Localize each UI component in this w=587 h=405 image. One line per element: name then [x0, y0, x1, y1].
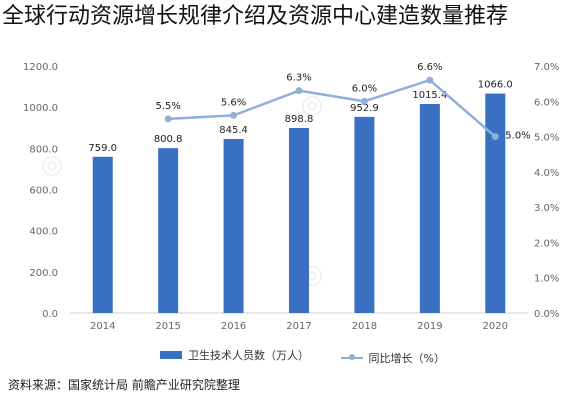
bar-data-label: 759.0	[88, 143, 117, 154]
growth-point	[230, 111, 238, 119]
source-note: 资料来源：国家统计局 前瞻产业研究院整理	[8, 378, 240, 392]
growth-point	[491, 133, 499, 141]
bar-data-label: 1015.4	[412, 90, 447, 101]
legend-line-swatch	[340, 354, 363, 360]
bar	[289, 127, 309, 313]
y-right-tick-label: 0.0%	[534, 309, 559, 320]
bar-data-label: 845.4	[219, 125, 248, 136]
growth-point	[426, 76, 434, 84]
y-right-tick-label: 1.0%	[534, 274, 559, 285]
bar	[158, 148, 179, 313]
growth-data-label: 6.3%	[286, 73, 311, 84]
page-title: 全球行动资源增长规律介绍及资源中心建造数量推荐	[2, 4, 509, 29]
y-left-tick-label: 200.0	[29, 268, 58, 279]
growth-point	[295, 87, 303, 95]
y-left-tick-label: 600.0	[29, 186, 58, 197]
growth-point	[360, 97, 368, 105]
legend-bar-label: 卫生技术人员数（万人）	[188, 349, 309, 362]
y-right-tick-label: 6.0%	[534, 97, 559, 108]
x-tick-label: 2014	[90, 321, 115, 332]
x-tick-label: 2017	[286, 321, 311, 332]
legend-item-bar: 卫生技术人员数（万人）	[160, 347, 309, 363]
bar	[354, 116, 375, 313]
y-right-tick-label: 2.0%	[534, 238, 559, 249]
x-tick-label: 2016	[221, 321, 246, 332]
y-right-tick-label: 5.0%	[534, 133, 559, 144]
legend-line-label: 同比增长（%）	[368, 352, 445, 365]
legend-bar-swatch	[160, 351, 182, 359]
y-right-tick-label: 7.0%	[534, 62, 559, 73]
bar	[485, 93, 506, 313]
y-right-tick-label: 4.0%	[534, 168, 559, 179]
x-tick-label: 2020	[483, 321, 508, 332]
y-left-tick-label: 0.0	[42, 309, 58, 320]
y-left-tick-label: 400.0	[29, 227, 58, 238]
bar	[92, 156, 113, 313]
bar-data-label: 800.8	[154, 134, 183, 145]
growth-data-label: 6.6%	[417, 62, 442, 73]
legend: 卫生技术人员数（万人） 同比增长（%）	[160, 347, 473, 366]
bar-data-label: 1066.0	[478, 80, 513, 91]
growth-line	[168, 78, 497, 138]
growth-data-label: 5.5%	[155, 101, 180, 112]
bar-data-label: 952.9	[350, 103, 379, 114]
growth-point	[164, 115, 172, 123]
growth-data-label: 6.0%	[352, 83, 377, 94]
bar	[419, 103, 440, 314]
y-left-tick-label: 1000.0	[23, 103, 58, 114]
growth-data-label: 5.6%	[221, 97, 246, 108]
growth-data-label: 5.0%	[505, 131, 530, 142]
y-left-tick-label: 800.0	[29, 144, 58, 155]
legend-item-line: 同比增长（%）	[340, 350, 445, 366]
x-tick-label: 2019	[417, 321, 442, 332]
bar	[223, 138, 244, 313]
y-left-tick-label: 1200.0	[23, 62, 58, 73]
x-tick-label: 2015	[155, 321, 180, 332]
x-tick-label: 2018	[352, 321, 377, 332]
bar-data-label: 898.8	[285, 114, 314, 125]
y-right-tick-label: 3.0%	[534, 203, 559, 214]
